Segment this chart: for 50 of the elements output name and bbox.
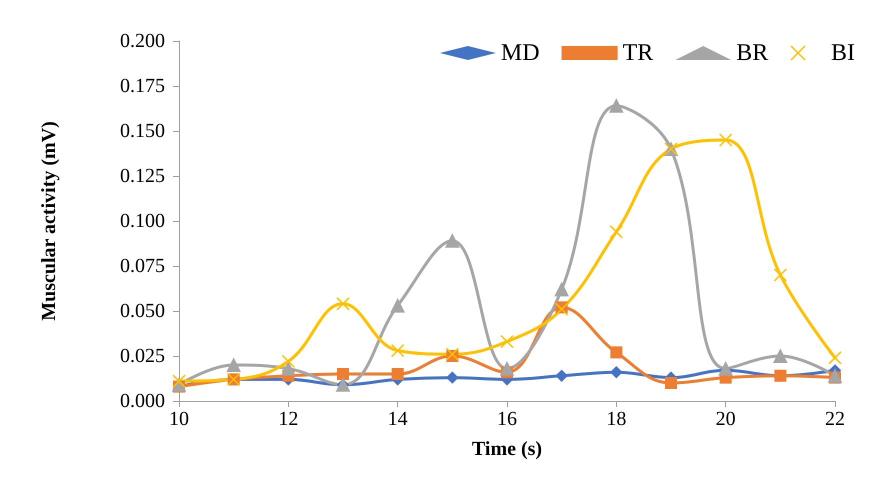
x-tick-label: 18 (606, 408, 626, 430)
point (554, 302, 568, 316)
y-tick-label: 0.000 (120, 390, 165, 412)
point (610, 346, 622, 358)
point (392, 368, 404, 380)
point (774, 268, 788, 282)
y-tick-label: 0.175 (120, 75, 165, 97)
point (281, 362, 296, 376)
point (610, 366, 622, 378)
point (336, 297, 350, 311)
y-tick-label: 0.025 (120, 345, 165, 367)
point (773, 349, 788, 363)
y-axis-title: Muscular activity (mV) (38, 121, 60, 321)
point (390, 344, 404, 358)
x-tick-label: 10 (169, 408, 189, 430)
legend-label: BR (736, 40, 768, 66)
y-tick-label: 0.200 (120, 30, 165, 52)
point (828, 368, 842, 383)
y-tick-label: 0.150 (120, 120, 165, 142)
point (500, 362, 514, 376)
point (172, 374, 186, 388)
x-tick-label: 20 (716, 408, 736, 430)
point (610, 225, 624, 239)
x-tick-label: 14 (388, 408, 408, 430)
legend-label: BI (831, 40, 856, 66)
point (500, 334, 514, 348)
x-axis-title: Time (s) (472, 438, 542, 460)
point (609, 98, 624, 113)
x-tick-label: 12 (278, 408, 298, 430)
x-tick-label: 16 (497, 408, 517, 430)
point (445, 234, 460, 248)
point (828, 351, 842, 365)
point (446, 347, 460, 361)
legend-label: MD (500, 40, 540, 66)
point (390, 298, 405, 313)
y-tick-label: 0.050 (120, 300, 165, 322)
y-tick-label: 0.125 (120, 165, 165, 187)
y-tick-label: 0.075 (120, 255, 165, 277)
point (446, 372, 458, 384)
point (282, 354, 296, 368)
y-tick-label: 0.100 (120, 210, 165, 232)
legend-label: TR (622, 40, 654, 66)
point (718, 133, 732, 147)
point (554, 282, 569, 296)
point (665, 377, 677, 389)
point (226, 358, 241, 372)
point (718, 362, 733, 376)
x-tick-label: 22 (825, 408, 845, 430)
point (556, 370, 568, 382)
point (337, 368, 349, 380)
